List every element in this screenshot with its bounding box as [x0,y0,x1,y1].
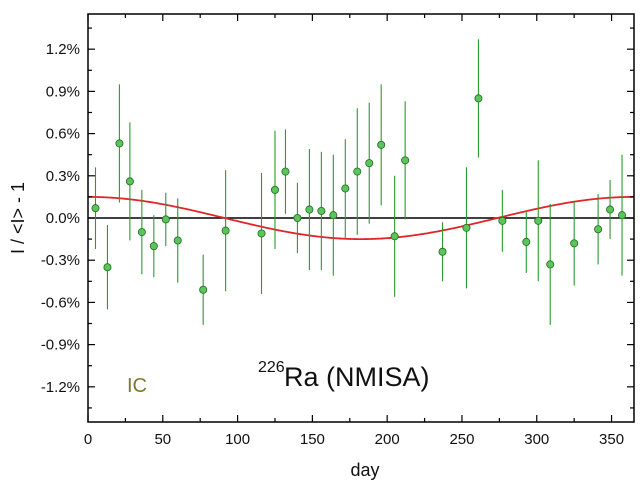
data-point-30 [570,239,579,248]
data-point-25 [474,94,483,103]
x-tick-label-100: 100 [225,431,250,448]
data-point-5 [149,242,158,251]
data-point-31 [594,225,603,234]
y-tick-label-6: -0.6% [41,294,80,311]
x-tick-label-50: 50 [154,431,171,448]
data-point-7 [173,236,182,245]
data-point-4 [137,228,146,237]
data-point-18 [353,167,362,176]
data-point-20 [377,140,386,149]
data-point-33 [618,211,627,220]
annotation-isotope: 226 Ra (NMISA) [258,348,430,392]
x-tick-label-250: 250 [449,431,474,448]
data-point-2 [115,139,124,148]
annotation-isotope-mass-number: 226 [258,359,285,376]
data-point-29 [546,260,555,269]
data-point-3 [125,177,134,186]
y-tick-label-2: 0.6% [46,126,80,143]
x-tick-label-200: 200 [375,431,400,448]
data-point-15 [317,206,326,215]
y-axis-title: I / <I> - 1 [8,182,28,254]
x-axis-title: day [350,460,379,480]
data-point-10 [257,229,266,238]
data-point-24 [462,223,471,232]
data-point-19 [365,159,374,168]
data-point-0 [91,204,100,213]
data-point-23 [438,247,447,256]
data-point-26 [498,216,507,225]
data-point-14 [305,205,314,214]
data-point-17 [341,184,350,193]
data-point-8 [199,285,208,294]
data-point-28 [534,216,543,225]
fit-curve [88,196,634,240]
data-point-21 [390,232,399,241]
x-tick-label-350: 350 [599,431,624,448]
y-tick-label-8: -1.2% [41,379,80,396]
plot-marks [88,39,634,325]
data-point-6 [161,215,170,224]
x-tick-label-0: 0 [84,431,92,448]
x-tick-label-300: 300 [524,431,549,448]
data-point-1 [103,263,112,272]
y-tick-label-3: 0.3% [46,168,80,185]
data-point-22 [401,156,410,165]
y-tick-label-4: 0.0% [46,210,80,227]
axis-ticks: 0 50 100 150 200 250 300 350 1.2% 0.9% 0.6% 0.3% 0.0… [41,14,634,448]
data-point-9 [221,226,230,235]
y-tick-label-5: -0.3% [41,252,80,269]
annotation-isotope-label: Ra (NMISA) [284,362,430,392]
data-point-11 [270,185,279,194]
y-tick-label-7: -0.9% [41,337,80,354]
data-point-27 [522,237,531,246]
x-tick-label-150: 150 [300,431,325,448]
annotation-ic: IC [127,375,147,397]
data-point-32 [606,205,615,214]
data-point-12 [281,167,290,176]
y-tick-label-1: 0.9% [46,83,80,100]
y-tick-label-0: 1.2% [46,41,80,58]
data-point-16 [329,211,338,220]
data-point-13 [293,213,302,222]
